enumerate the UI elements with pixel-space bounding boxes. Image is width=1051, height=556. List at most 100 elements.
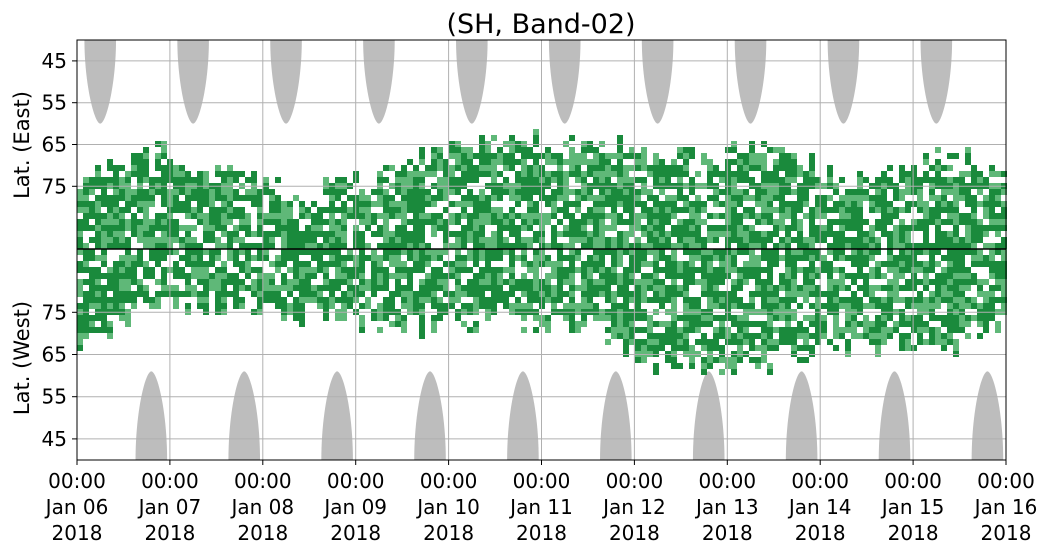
activity-cell [485, 273, 491, 279]
activity-cell [431, 315, 437, 321]
activity-cell [695, 213, 701, 219]
activity-cell [989, 213, 995, 219]
activity-cell [749, 177, 755, 183]
activity-cell [647, 279, 653, 285]
activity-cell [497, 159, 503, 165]
activity-cell [959, 273, 965, 279]
activity-cell [401, 285, 407, 291]
activity-cell [125, 201, 131, 207]
activity-cell [545, 297, 551, 303]
activity-cell [383, 255, 389, 261]
activity-cell [299, 201, 305, 207]
activity-cell [773, 243, 779, 249]
activity-cell [659, 189, 665, 195]
activity-cell [911, 345, 917, 351]
activity-cell [215, 225, 221, 231]
activity-cell [467, 213, 473, 219]
activity-cell [389, 291, 395, 297]
activity-cell [605, 159, 611, 165]
activity-cell [575, 165, 581, 171]
activity-cell [269, 201, 275, 207]
activity-cell [653, 219, 659, 225]
activity-cell [239, 261, 245, 267]
activity-cell [317, 225, 323, 231]
activity-cell [545, 195, 551, 201]
activity-cell [455, 219, 461, 225]
activity-cell [467, 159, 473, 165]
activity-cell [161, 255, 167, 261]
activity-cell [401, 327, 407, 333]
activity-cell [731, 279, 737, 285]
activity-cell [383, 231, 389, 237]
activity-cell [329, 195, 335, 201]
activity-cell [833, 189, 839, 195]
activity-cell [605, 171, 611, 177]
activity-cell [455, 285, 461, 291]
activity-cell [833, 255, 839, 261]
activity-cell [845, 273, 851, 279]
activity-cell [587, 279, 593, 285]
activity-cell [257, 231, 263, 237]
activity-cell [899, 195, 905, 201]
activity-cell [245, 177, 251, 183]
activity-cell [827, 279, 833, 285]
activity-cell [785, 279, 791, 285]
activity-cell [389, 165, 395, 171]
activity-cell [323, 315, 329, 321]
activity-cell [755, 165, 761, 171]
activity-cell [413, 255, 419, 261]
activity-cell [227, 189, 233, 195]
activity-cell [449, 177, 455, 183]
activity-cell [383, 189, 389, 195]
activity-cell [359, 291, 365, 297]
activity-cell [605, 153, 611, 159]
activity-cell [761, 327, 767, 333]
activity-cell [773, 297, 779, 303]
activity-cell [533, 201, 539, 207]
activity-cell [887, 213, 893, 219]
activity-cell [971, 195, 977, 201]
activity-cell [899, 171, 905, 177]
activity-cell [881, 189, 887, 195]
activity-cell [791, 297, 797, 303]
activity-cell [773, 339, 779, 345]
activity-cell [257, 279, 263, 285]
activity-cell [893, 213, 899, 219]
activity-cell [359, 279, 365, 285]
activity-cell [89, 255, 95, 261]
activity-cell [671, 171, 677, 177]
activity-cell [335, 261, 341, 267]
activity-cell [983, 195, 989, 201]
activity-cell [89, 327, 95, 333]
activity-cell [545, 327, 551, 333]
activity-cell [659, 213, 665, 219]
activity-cell [923, 303, 929, 309]
activity-cell [737, 315, 743, 321]
activity-cell [977, 303, 983, 309]
activity-cell [641, 189, 647, 195]
activity-cell [371, 261, 377, 267]
activity-cell [341, 225, 347, 231]
activity-cell [995, 219, 1001, 225]
activity-cell [611, 189, 617, 195]
activity-cell [293, 237, 299, 243]
activity-cell [725, 159, 731, 165]
activity-cell [479, 303, 485, 309]
activity-cell [461, 213, 467, 219]
activity-cell [815, 225, 821, 231]
activity-cell [677, 291, 683, 297]
activity-cell [233, 189, 239, 195]
activity-cell [683, 243, 689, 249]
activity-cell [563, 201, 569, 207]
activity-cell [149, 273, 155, 279]
activity-cell [113, 291, 119, 297]
activity-cell [809, 315, 815, 321]
activity-cell [923, 249, 929, 255]
activity-cell [203, 177, 209, 183]
activity-cell [809, 237, 815, 243]
activity-cell [599, 231, 605, 237]
activity-cell [911, 303, 917, 309]
activity-cell [449, 213, 455, 219]
activity-cell [161, 189, 167, 195]
activity-cell [887, 333, 893, 339]
